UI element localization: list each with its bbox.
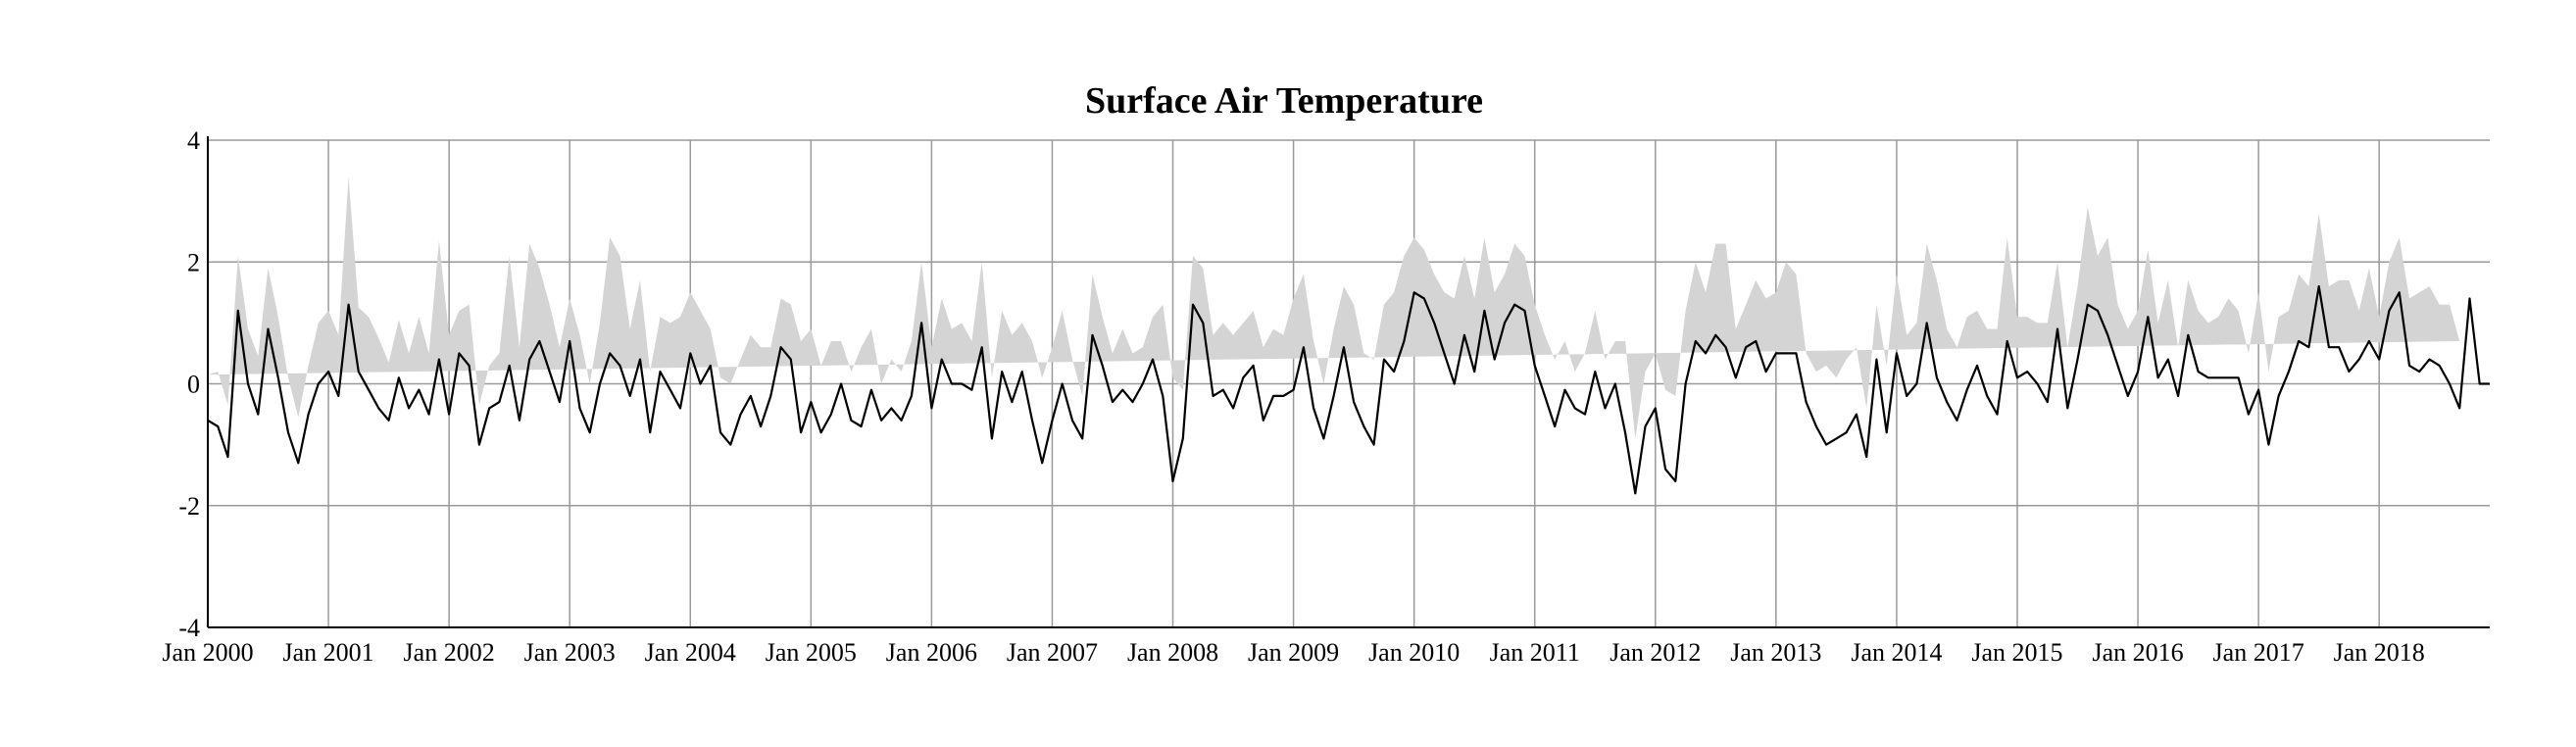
- x-tick-label: Jan 2011: [1490, 638, 1580, 667]
- x-tick-label: Jan 2017: [2213, 638, 2304, 667]
- y-tick-label: -4: [178, 614, 200, 642]
- x-tick-label: Jan 2000: [162, 638, 253, 667]
- chart-title: Surface Air Temperature: [1085, 80, 1483, 122]
- y-tick-label: -2: [178, 492, 200, 521]
- x-tick-label: Jan 2006: [886, 638, 977, 667]
- x-tick-label: Jan 2013: [1730, 638, 1821, 667]
- x-tick-label: Jan 2010: [1368, 638, 1460, 667]
- temperature-series: [207, 285, 2490, 495]
- x-axis-ticks: Jan 2000 Jan 2001 Jan 2002 Jan 2003 Jan 2004…: [162, 638, 2424, 667]
- uncertainty-band: [208, 176, 2460, 439]
- x-tick-label: Jan 2005: [766, 638, 857, 667]
- y-tick-label: 2: [187, 248, 200, 276]
- x-tick-label: Jan 2008: [1127, 638, 1218, 667]
- band-area: [208, 176, 2460, 439]
- axes: [207, 136, 2490, 628]
- series-line: [207, 285, 2490, 495]
- x-tick-label: Jan 2004: [645, 638, 736, 667]
- x-tick-label: Jan 2014: [1851, 638, 1942, 667]
- y-tick-label: 0: [187, 371, 200, 399]
- y-axis-ticks: 4 2 0 -2 -4: [178, 126, 200, 642]
- x-tick-label: Jan 2002: [404, 638, 495, 667]
- x-tick-label: Jan 2012: [1610, 638, 1701, 667]
- x-tick-label: Jan 2003: [524, 638, 616, 667]
- y-tick-label: 4: [187, 126, 200, 155]
- grid: [207, 139, 2490, 628]
- x-tick-label: Jan 2015: [1971, 638, 2062, 667]
- x-tick-label: Jan 2018: [2334, 638, 2425, 667]
- x-tick-label: Jan 2016: [2092, 638, 2183, 667]
- x-tick-label: Jan 2007: [1007, 638, 1098, 667]
- x-tick-label: Jan 2001: [282, 638, 373, 667]
- x-tick-label: Jan 2009: [1248, 638, 1339, 667]
